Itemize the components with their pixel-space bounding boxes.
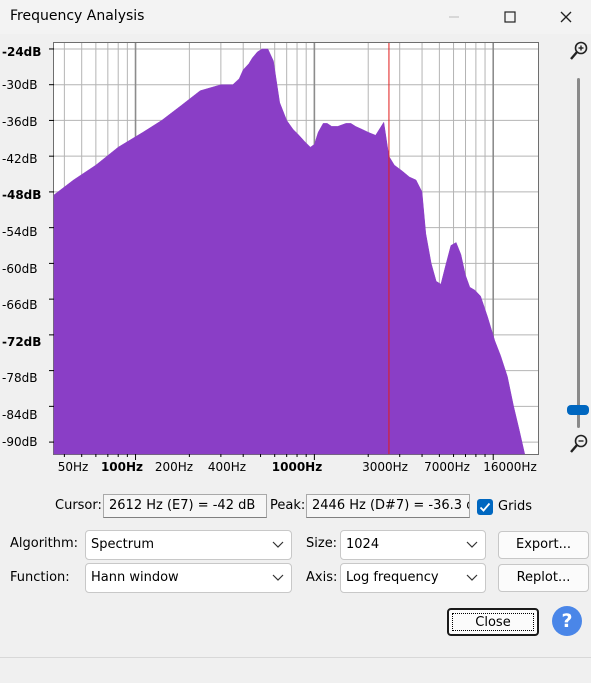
zoom-slider[interactable] [567, 78, 589, 428]
function-value: Hann window [91, 570, 179, 585]
cursor-readout: 2612 Hz (E7) = -42 dB [103, 494, 267, 518]
size-value: 1024 [346, 537, 380, 552]
y-tick-label: -72dB [2, 335, 42, 349]
zoom-slider-thumb[interactable] [567, 405, 589, 415]
spectrum-area [53, 48, 526, 455]
maximize-button[interactable] [487, 0, 533, 34]
x-tick-label: 16000Hz [483, 460, 537, 474]
size-label: Size: [306, 536, 338, 551]
close-window-button[interactable] [543, 0, 589, 34]
peak-readout: 2446 Hz (D#7) = -36.3 dB [306, 494, 470, 518]
x-tick-label: 400Hz [207, 460, 247, 474]
chevron-down-icon [272, 541, 284, 548]
window-title: Frequency Analysis [10, 8, 145, 24]
close-button-label: Close [452, 613, 534, 631]
zoom-out-icon[interactable] [568, 433, 590, 455]
y-tick-label: -42dB [2, 152, 38, 166]
y-tick-label: -66dB [2, 298, 38, 312]
title-bar: Frequency Analysis [0, 0, 591, 34]
algorithm-label: Algorithm: [10, 536, 79, 551]
axis-value: Log frequency [346, 570, 439, 585]
help-icon[interactable]: ? [552, 606, 582, 636]
export-button[interactable]: Export... [498, 531, 589, 559]
x-tick-label: 1000Hz [271, 460, 323, 474]
chevron-down-icon [466, 574, 478, 581]
grids-checkbox[interactable] [477, 499, 493, 515]
axis-select[interactable]: Log frequency [340, 563, 486, 593]
spectrum-chart [49, 43, 538, 460]
function-select[interactable]: Hann window [85, 563, 292, 593]
algorithm-select[interactable]: Spectrum [85, 530, 292, 560]
checkmark-icon [479, 502, 491, 512]
y-tick-label: -60dB [2, 262, 38, 276]
cursor-label: Cursor: [55, 498, 102, 513]
size-select[interactable]: 1024 [340, 530, 486, 560]
x-tick-label: 3000Hz [362, 460, 408, 474]
replot-button[interactable]: Replot... [498, 564, 589, 592]
y-tick-label: -54dB [2, 225, 38, 239]
close-icon [560, 11, 572, 23]
x-tick-label: 7000Hz [424, 460, 470, 474]
x-tick-label: 200Hz [154, 460, 194, 474]
chevron-down-icon [272, 574, 284, 581]
x-tick-label: 100Hz [100, 460, 144, 474]
y-tick-label: -30dB [2, 78, 38, 92]
function-label: Function: [10, 570, 70, 585]
minimize-icon [449, 16, 459, 18]
grids-label[interactable]: Grids [498, 499, 533, 514]
minimize-button[interactable] [431, 0, 477, 34]
y-tick-label: -48dB [2, 188, 42, 202]
zoom-in-icon[interactable] [568, 40, 590, 62]
x-tick-label: 50Hz [57, 460, 89, 474]
algorithm-value: Spectrum [91, 537, 154, 552]
y-tick-label: -84dB [2, 408, 38, 422]
y-tick-label: -90dB [2, 435, 38, 449]
chevron-down-icon [466, 541, 478, 548]
close-button[interactable]: Close [447, 608, 539, 636]
zoom-slider-track [577, 78, 580, 428]
peak-label: Peak: [270, 498, 306, 513]
y-tick-label: -24dB [2, 45, 42, 59]
status-bar [0, 657, 591, 683]
y-tick-label: -36dB [2, 115, 38, 129]
y-tick-label: -78dB [2, 371, 38, 385]
axis-label: Axis: [306, 570, 338, 585]
maximize-icon [504, 11, 516, 23]
